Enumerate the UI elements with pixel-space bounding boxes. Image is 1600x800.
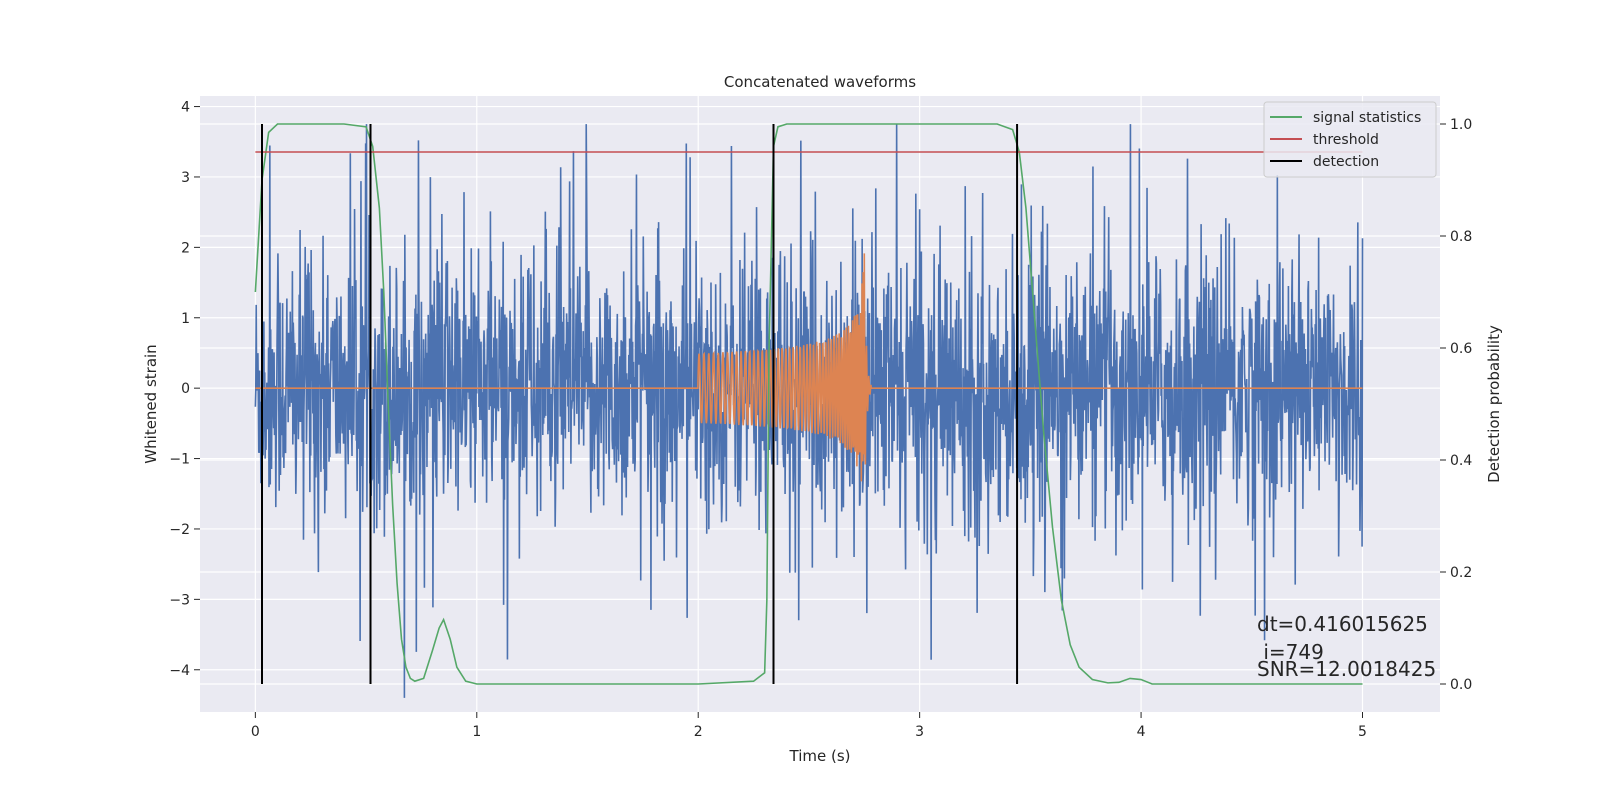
x-tick-label: 2 <box>694 724 703 740</box>
y-tick-label: 3 <box>181 170 190 186</box>
x-tick-label: 1 <box>472 724 481 740</box>
y-tick-label: 0 <box>181 381 190 397</box>
annotation-snr: SNR=12.0018425 <box>1257 657 1436 681</box>
x-tick-label: 5 <box>1358 724 1367 740</box>
waveform-series-line <box>255 253 1363 482</box>
legend-label-detection: detection <box>1313 154 1379 170</box>
annotation-index: i=749 <box>1257 640 1324 664</box>
y2-tick-label: 0.8 <box>1450 229 1472 245</box>
signal-statistics-line <box>254 123 1363 685</box>
x-axis-label: Time (s) <box>789 747 851 765</box>
y2-axis-label: Detection probability <box>1485 325 1503 483</box>
y-tick-label: 4 <box>181 100 190 116</box>
y2-tick-label: 0.4 <box>1450 453 1472 469</box>
y-tick-label: −4 <box>169 663 190 679</box>
annotation-dt: dt=0.416015625 <box>1257 612 1428 636</box>
legend-label-signal-statistics: signal statistics <box>1313 110 1421 126</box>
series-layer <box>254 123 1364 698</box>
y-tick-label: 2 <box>181 240 190 256</box>
legend-box <box>1263 101 1437 178</box>
y-tick-label: −2 <box>169 522 190 538</box>
axes: 0 1 2 3 4 5 −4 −3 −2 −1 0 1 2 3 4 0.0 0.2 0.4 0.6 0.8 1.0 <box>169 100 1472 740</box>
x-tick-label: 3 <box>915 724 924 740</box>
y2-tick-label: 0.2 <box>1450 565 1472 581</box>
y-tick-label: −3 <box>169 592 190 608</box>
y-tick-label: −1 <box>169 452 190 468</box>
y-axis-label: Whitened strain <box>142 344 160 463</box>
noise-series-line <box>254 124 1364 698</box>
x-tick-label: 0 <box>251 724 260 740</box>
legend-label-threshold: threshold <box>1313 132 1379 148</box>
y2-tick-label: 0.0 <box>1450 677 1472 693</box>
x-tick-label: 4 <box>1137 724 1146 740</box>
y2-tick-label: 1.0 <box>1450 117 1472 133</box>
y-tick-label: 1 <box>181 311 190 327</box>
legend: signal statistics threshold detection <box>1263 101 1437 178</box>
chart-title: Concatenated waveforms <box>724 73 916 91</box>
y2-tick-label: 0.6 <box>1450 341 1472 357</box>
